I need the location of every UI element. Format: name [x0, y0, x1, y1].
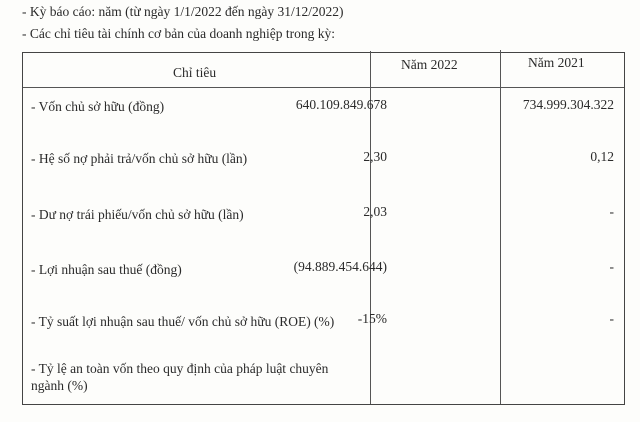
- value-2021: -: [609, 311, 615, 326]
- financial-indicators-table: Chỉ tiêu Năm 2022 Năm 2021 - Vốn chủ sở …: [22, 50, 625, 405]
- row-label-continued: ngành (%): [31, 378, 88, 393]
- reporting-period: - Kỳ báo cáo: năm (từ ngày 1/1/2022 đến …: [22, 4, 344, 19]
- row-label: - Vốn chủ sở hữu (đồng): [31, 99, 165, 114]
- header-divider: [23, 87, 624, 88]
- value-2022: -15%: [357, 311, 387, 326]
- value-2022: 640.109.849.678: [295, 97, 387, 112]
- header-chi-tieu: Chỉ tiêu: [173, 65, 217, 80]
- section-heading: - Các chỉ tiêu tài chính cơ bản của doan…: [22, 26, 336, 41]
- row-label: - Tỷ lệ an toàn vốn theo quy định của ph…: [31, 361, 329, 376]
- value-2022: (94.889.454.644): [293, 259, 387, 274]
- value-2021: -: [609, 204, 615, 219]
- value-2021: 734.999.304.322: [522, 97, 614, 112]
- column-divider: [500, 50, 501, 404]
- row-label: - Dư nợ trái phiếu/vốn chủ sở hữu (lần): [31, 207, 244, 222]
- row-label: - Tỷ suất lợi nhuận sau thuế/ vốn chủ sở…: [31, 314, 335, 329]
- row-label: - Lợi nhuận sau thuế (đồng): [31, 262, 182, 277]
- header-2022: Năm 2022: [401, 57, 458, 72]
- column-divider: [370, 51, 371, 404]
- row-label: - Hệ số nợ phải trả/vốn chủ sở hữu (lần): [31, 151, 248, 166]
- value-2022: 2,03: [363, 204, 387, 219]
- value-2022: 2,30: [363, 149, 387, 164]
- value-2021: -: [609, 259, 615, 274]
- value-2021: 0,12: [590, 149, 614, 164]
- header-2021: Năm 2021: [528, 55, 585, 70]
